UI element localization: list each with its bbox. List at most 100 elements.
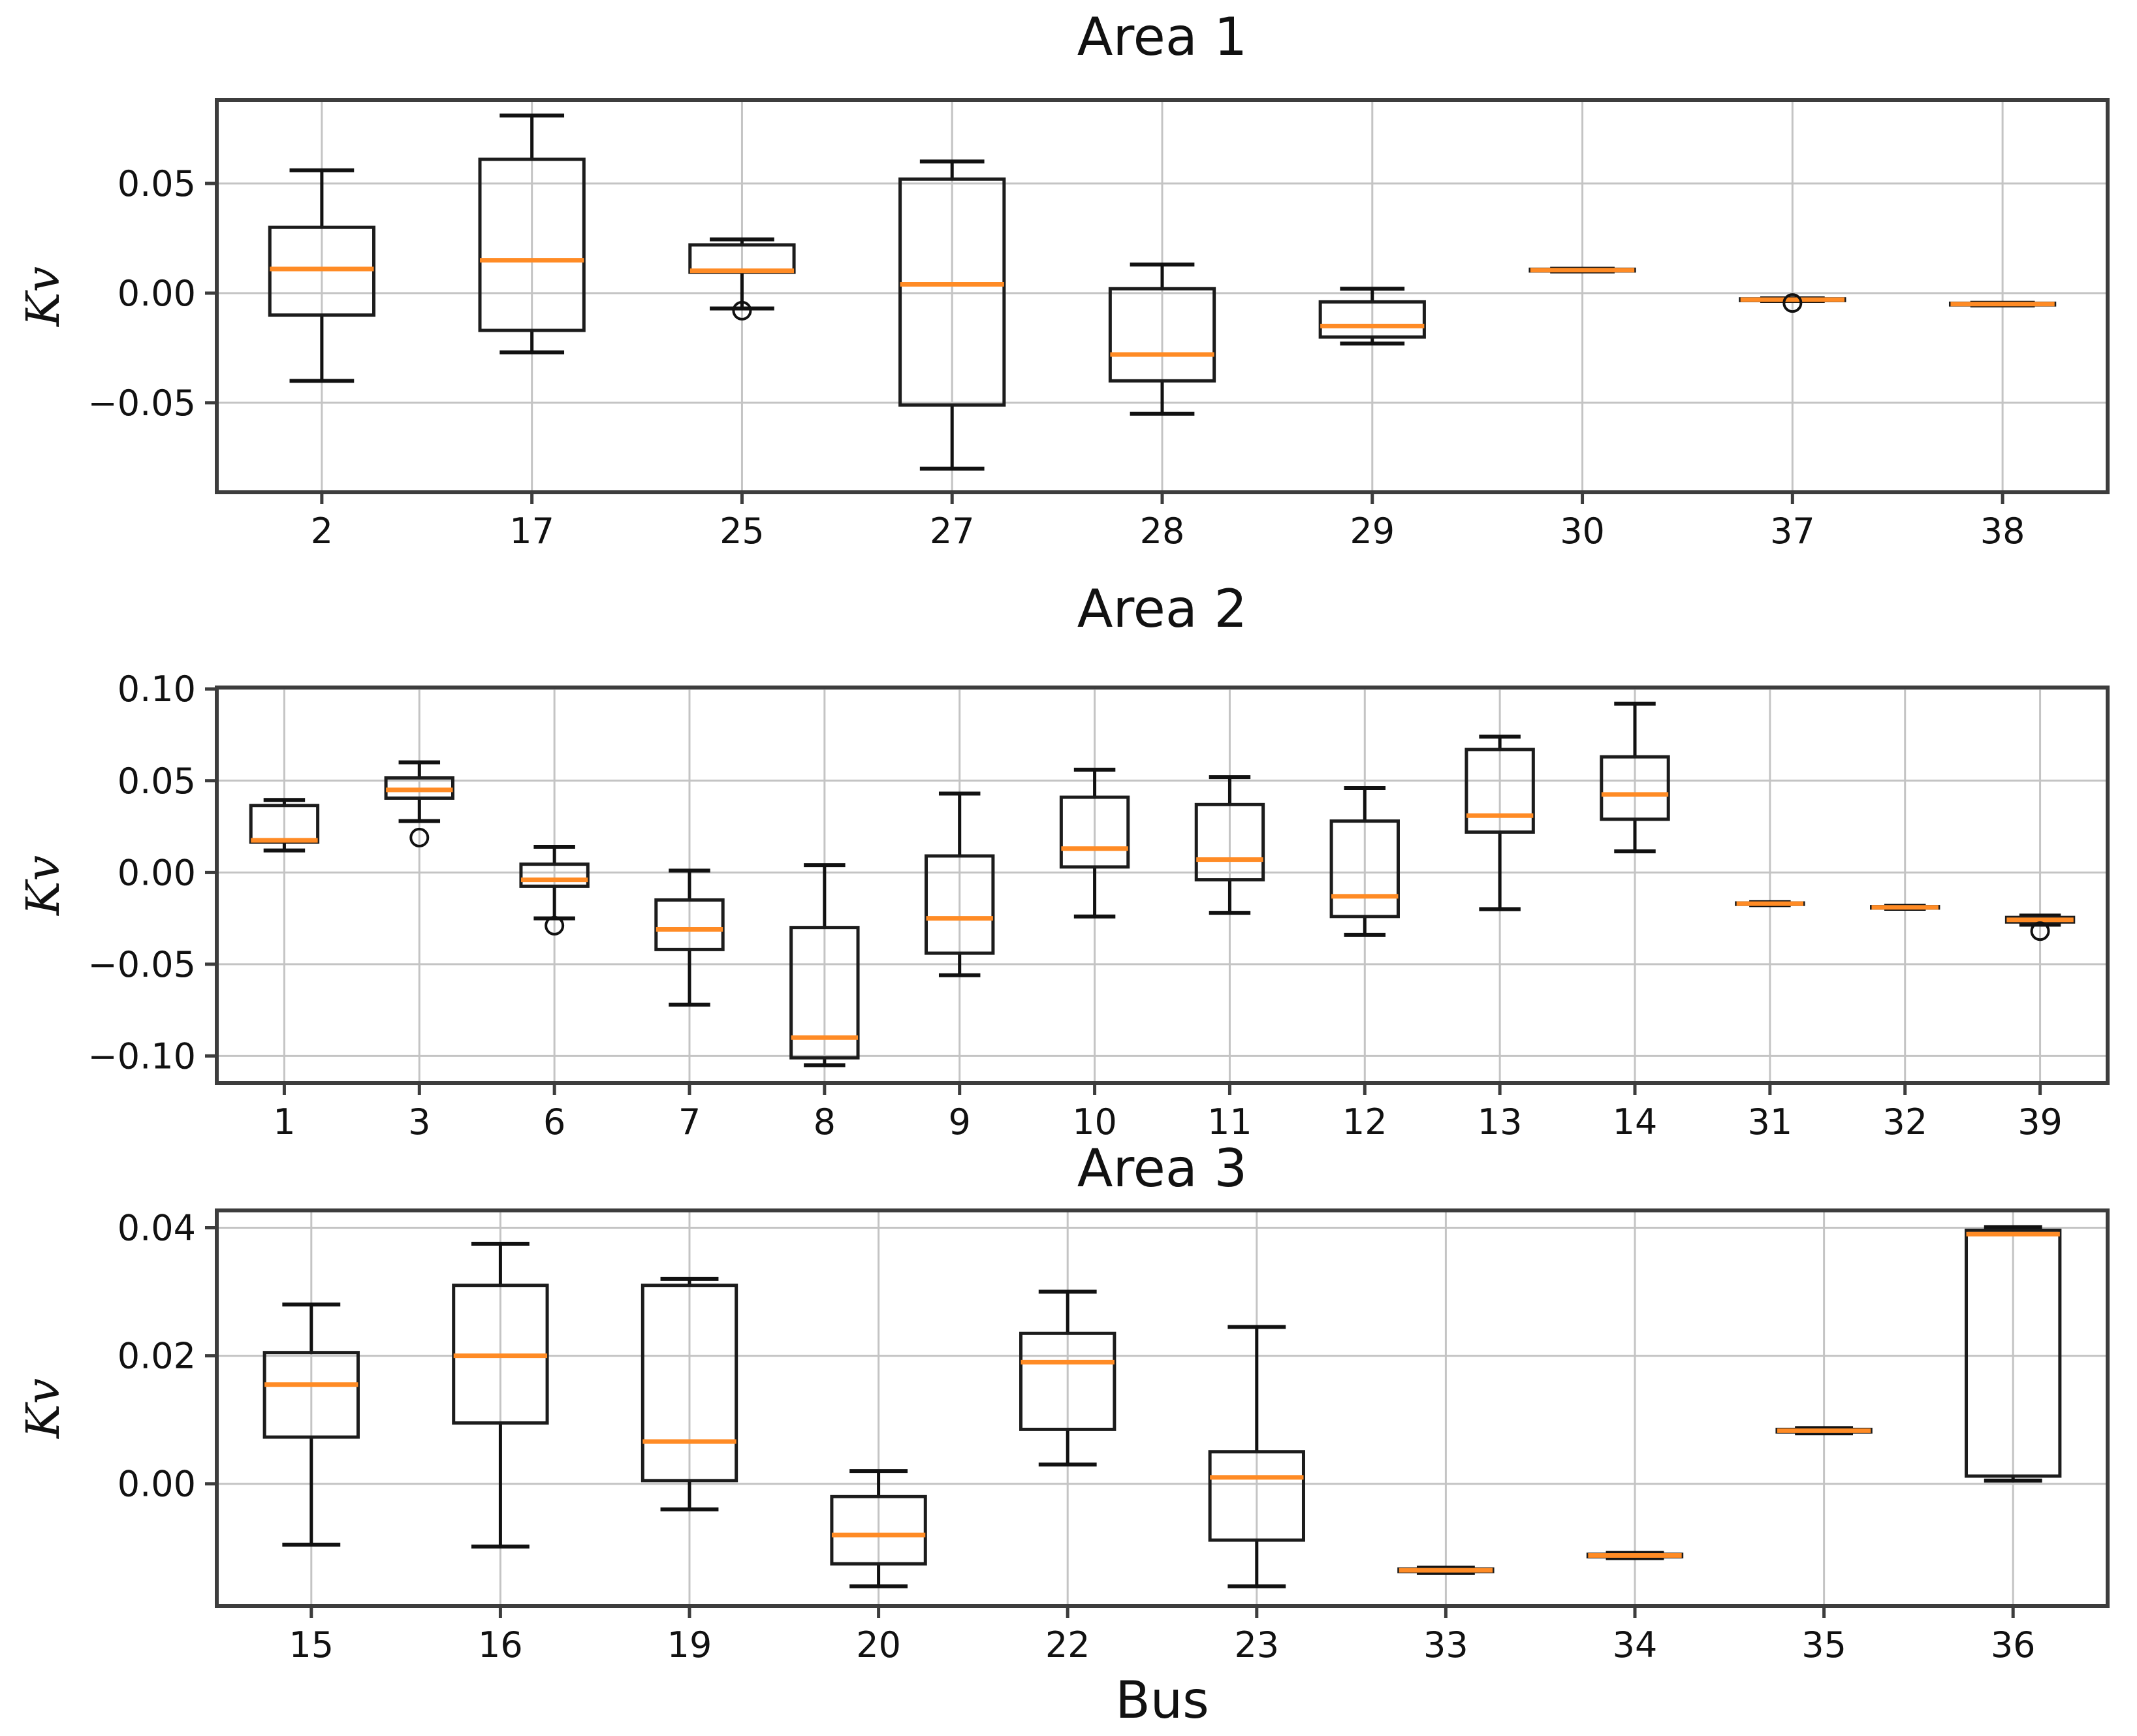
boxplot-bus-19	[641, 1276, 738, 1511]
iqr-box	[789, 926, 860, 1060]
boxplot-bus-33	[1397, 1566, 1495, 1575]
y-tick-label: −0.05	[88, 383, 196, 424]
boxplot-bus-10	[1059, 767, 1130, 919]
x-tick-label: 32	[1882, 1101, 1927, 1143]
boxplot-bus-30	[1528, 266, 1636, 274]
boxplot-bus-8	[789, 863, 860, 1067]
x-tick-label: 25	[720, 511, 765, 552]
x-tick-label: 17	[509, 511, 554, 552]
boxplot-bus-36	[1965, 1225, 2062, 1483]
x-tick-label: 28	[1140, 511, 1185, 552]
subplot-area-2: 0.100.050.00−0.05−0.101 3 6 7 8 9 10 11 12 13 14 31…	[88, 669, 2110, 1143]
boxplot-bus-7	[654, 868, 725, 1007]
boxplot-bus-1	[249, 798, 320, 853]
iqr-box	[925, 854, 995, 955]
x-tick-label: 33	[1423, 1624, 1468, 1665]
subplot-title-area-3: Area 3	[1077, 1138, 1248, 1199]
x-tick-label: 36	[1991, 1624, 2036, 1665]
iqr-box	[1194, 802, 1265, 882]
iqr-box	[519, 862, 590, 888]
x-tick-label: 22	[1045, 1624, 1090, 1665]
boxplot-bus-17	[478, 113, 586, 355]
boxplot-bus-2	[268, 168, 376, 383]
x-tick-label: 27	[930, 511, 975, 552]
outlier-point	[2030, 921, 2050, 941]
boxplot-bus-27	[898, 159, 1006, 471]
x-tick-label: 11	[1207, 1101, 1252, 1143]
boxplot-bus-38	[1948, 300, 2057, 308]
x-tick-label: 16	[478, 1624, 523, 1665]
subplot-area-1: 0.05 0.00 −0.05 2 17 25 27 28 29 30 37 38	[88, 98, 2110, 552]
iqr-box	[1108, 287, 1216, 383]
boxplot-bus-29	[1318, 287, 1426, 346]
boxplot-bus-22	[1019, 1289, 1116, 1467]
y-tick-label: 0.00	[118, 273, 196, 314]
iqr-box	[1464, 748, 1535, 834]
x-tick-label: 37	[1770, 511, 1815, 552]
iqr-box	[1965, 1228, 2062, 1478]
iqr-box	[1059, 795, 1130, 869]
x-tick-label: 38	[1980, 511, 2025, 552]
iqr-box	[830, 1494, 927, 1566]
y-tick-label: 0.02	[118, 1336, 196, 1377]
y-tick-label: 0.00	[118, 1464, 196, 1505]
x-tick-label: 20	[856, 1624, 901, 1665]
x-tick-label: 9	[949, 1101, 971, 1143]
y-tick-label: −0.10	[88, 1035, 196, 1077]
x-tick-label: 12	[1342, 1101, 1387, 1143]
iqr-box	[1329, 819, 1400, 919]
x-tick-label: 13	[1478, 1101, 1523, 1143]
iqr-box	[1019, 1331, 1116, 1431]
outlier-point	[732, 300, 752, 321]
boxplot-bus-37	[1739, 293, 1846, 313]
boxplot-bus-15	[262, 1302, 360, 1547]
x-tick-label: 19	[667, 1624, 712, 1665]
outlier-point	[545, 915, 565, 936]
boxplot-bus-32	[1870, 904, 1940, 911]
boxplot-bus-16	[452, 1241, 549, 1549]
boxplot-bus-20	[830, 1469, 927, 1588]
boxplot-bus-14	[1600, 701, 1670, 854]
x-tick-label: 3	[408, 1101, 430, 1143]
boxplot-bus-25	[688, 237, 796, 321]
x-tick-label: 29	[1350, 511, 1395, 552]
x-axis-label: Bus	[1115, 1671, 1209, 1730]
iqr-box	[1600, 755, 1670, 821]
x-tick-label: 35	[1801, 1624, 1846, 1665]
x-tick-label: 2	[311, 511, 333, 552]
outlier-point	[409, 827, 430, 847]
boxplot-bus-12	[1329, 786, 1400, 937]
boxplot-bus-39	[2004, 913, 2076, 941]
y-tick-label: 0.04	[118, 1207, 196, 1248]
x-tick-label: 39	[2018, 1101, 2063, 1143]
x-tick-label: 31	[1747, 1101, 1792, 1143]
boxplot-bus-35	[1775, 1426, 1873, 1436]
x-tick-label: 30	[1560, 511, 1605, 552]
boxplot-bus-28	[1108, 262, 1216, 416]
boxplot-bus-11	[1194, 775, 1265, 915]
iqr-box	[1318, 300, 1426, 339]
boxplot-bus-6	[519, 844, 590, 936]
x-tick-label: 7	[678, 1101, 701, 1143]
iqr-box	[478, 157, 586, 332]
y-tick-label: 0.10	[118, 669, 196, 710]
x-tick-label: 6	[543, 1101, 565, 1143]
subplot-title-area-1: Area 1	[1077, 7, 1248, 67]
subplot-title-area-2: Area 2	[1077, 578, 1248, 639]
boxplot-bus-23	[1208, 1325, 1305, 1588]
x-tick-label: 15	[289, 1624, 334, 1665]
axes-frame	[215, 1208, 2110, 1608]
boxplot-bus-34	[1586, 1551, 1684, 1560]
axes-frame	[215, 686, 2110, 1085]
iqr-box	[654, 898, 725, 951]
boxplot-bus-31	[1735, 900, 1805, 907]
iqr-box	[641, 1284, 738, 1483]
iqr-box	[1208, 1450, 1305, 1542]
y-tick-label: 0.00	[118, 852, 196, 893]
iqr-box	[898, 177, 1006, 407]
y-tick-label: 0.05	[118, 163, 196, 204]
x-tick-label: 8	[814, 1101, 836, 1143]
y-tick-label: −0.05	[88, 944, 196, 985]
